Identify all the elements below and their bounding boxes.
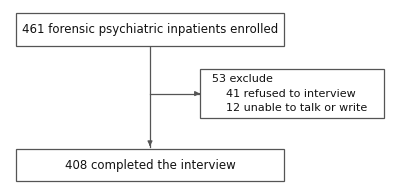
Bar <box>200 69 384 118</box>
Text: 53 exclude
    41 refused to interview
    12 unable to talk or write: 53 exclude 41 refused to interview 12 un… <box>212 74 367 113</box>
Text: 461 forensic psychiatric inpatients enrolled: 461 forensic psychiatric inpatients enro… <box>22 23 278 36</box>
Bar <box>16 13 284 46</box>
Text: 408 completed the interview: 408 completed the interview <box>65 159 235 172</box>
Bar <box>16 149 284 181</box>
